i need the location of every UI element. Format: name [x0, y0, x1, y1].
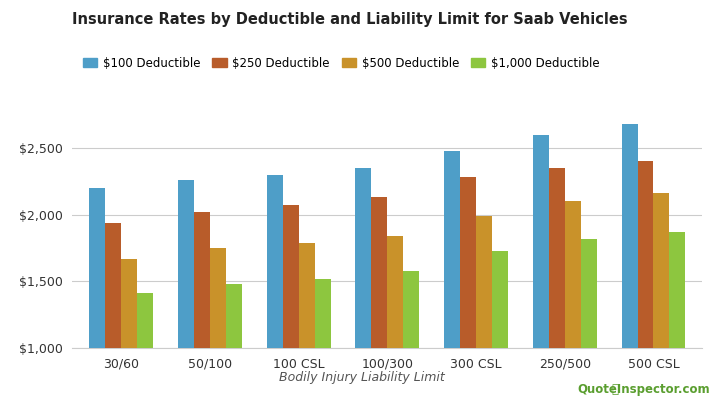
Bar	[315, 279, 331, 400]
Bar	[178, 180, 194, 400]
Bar	[355, 168, 371, 400]
Bar	[533, 135, 549, 400]
Bar	[137, 293, 153, 400]
Bar	[121, 259, 137, 400]
Text: QuoteInspector.com: QuoteInspector.com	[577, 383, 710, 396]
Bar	[226, 284, 242, 400]
Bar	[670, 232, 686, 400]
Bar	[492, 251, 508, 400]
Text: Ⓢ: Ⓢ	[612, 383, 619, 396]
Legend: $100 Deductible, $250 Deductible, $500 Deductible, $1,000 Deductible: $100 Deductible, $250 Deductible, $500 D…	[78, 52, 605, 74]
Bar	[298, 243, 315, 400]
Bar	[460, 177, 476, 400]
Bar	[387, 236, 403, 400]
Bar	[89, 188, 105, 400]
Bar	[282, 205, 298, 400]
Bar	[444, 151, 460, 400]
Text: Bodily Injury Liability Limit: Bodily Injury Liability Limit	[279, 371, 445, 384]
Bar	[621, 124, 638, 400]
Bar	[581, 239, 597, 400]
Bar	[654, 193, 670, 400]
Bar	[105, 223, 121, 400]
Bar	[194, 212, 210, 400]
Bar	[565, 201, 581, 400]
Bar	[638, 161, 654, 400]
Bar	[476, 216, 492, 400]
Bar	[549, 168, 565, 400]
Bar	[266, 175, 282, 400]
Bar	[371, 197, 387, 400]
Text: Insurance Rates by Deductible and Liability Limit for Saab Vehicles: Insurance Rates by Deductible and Liabil…	[72, 12, 628, 27]
Bar	[403, 271, 419, 400]
Bar	[210, 248, 226, 400]
